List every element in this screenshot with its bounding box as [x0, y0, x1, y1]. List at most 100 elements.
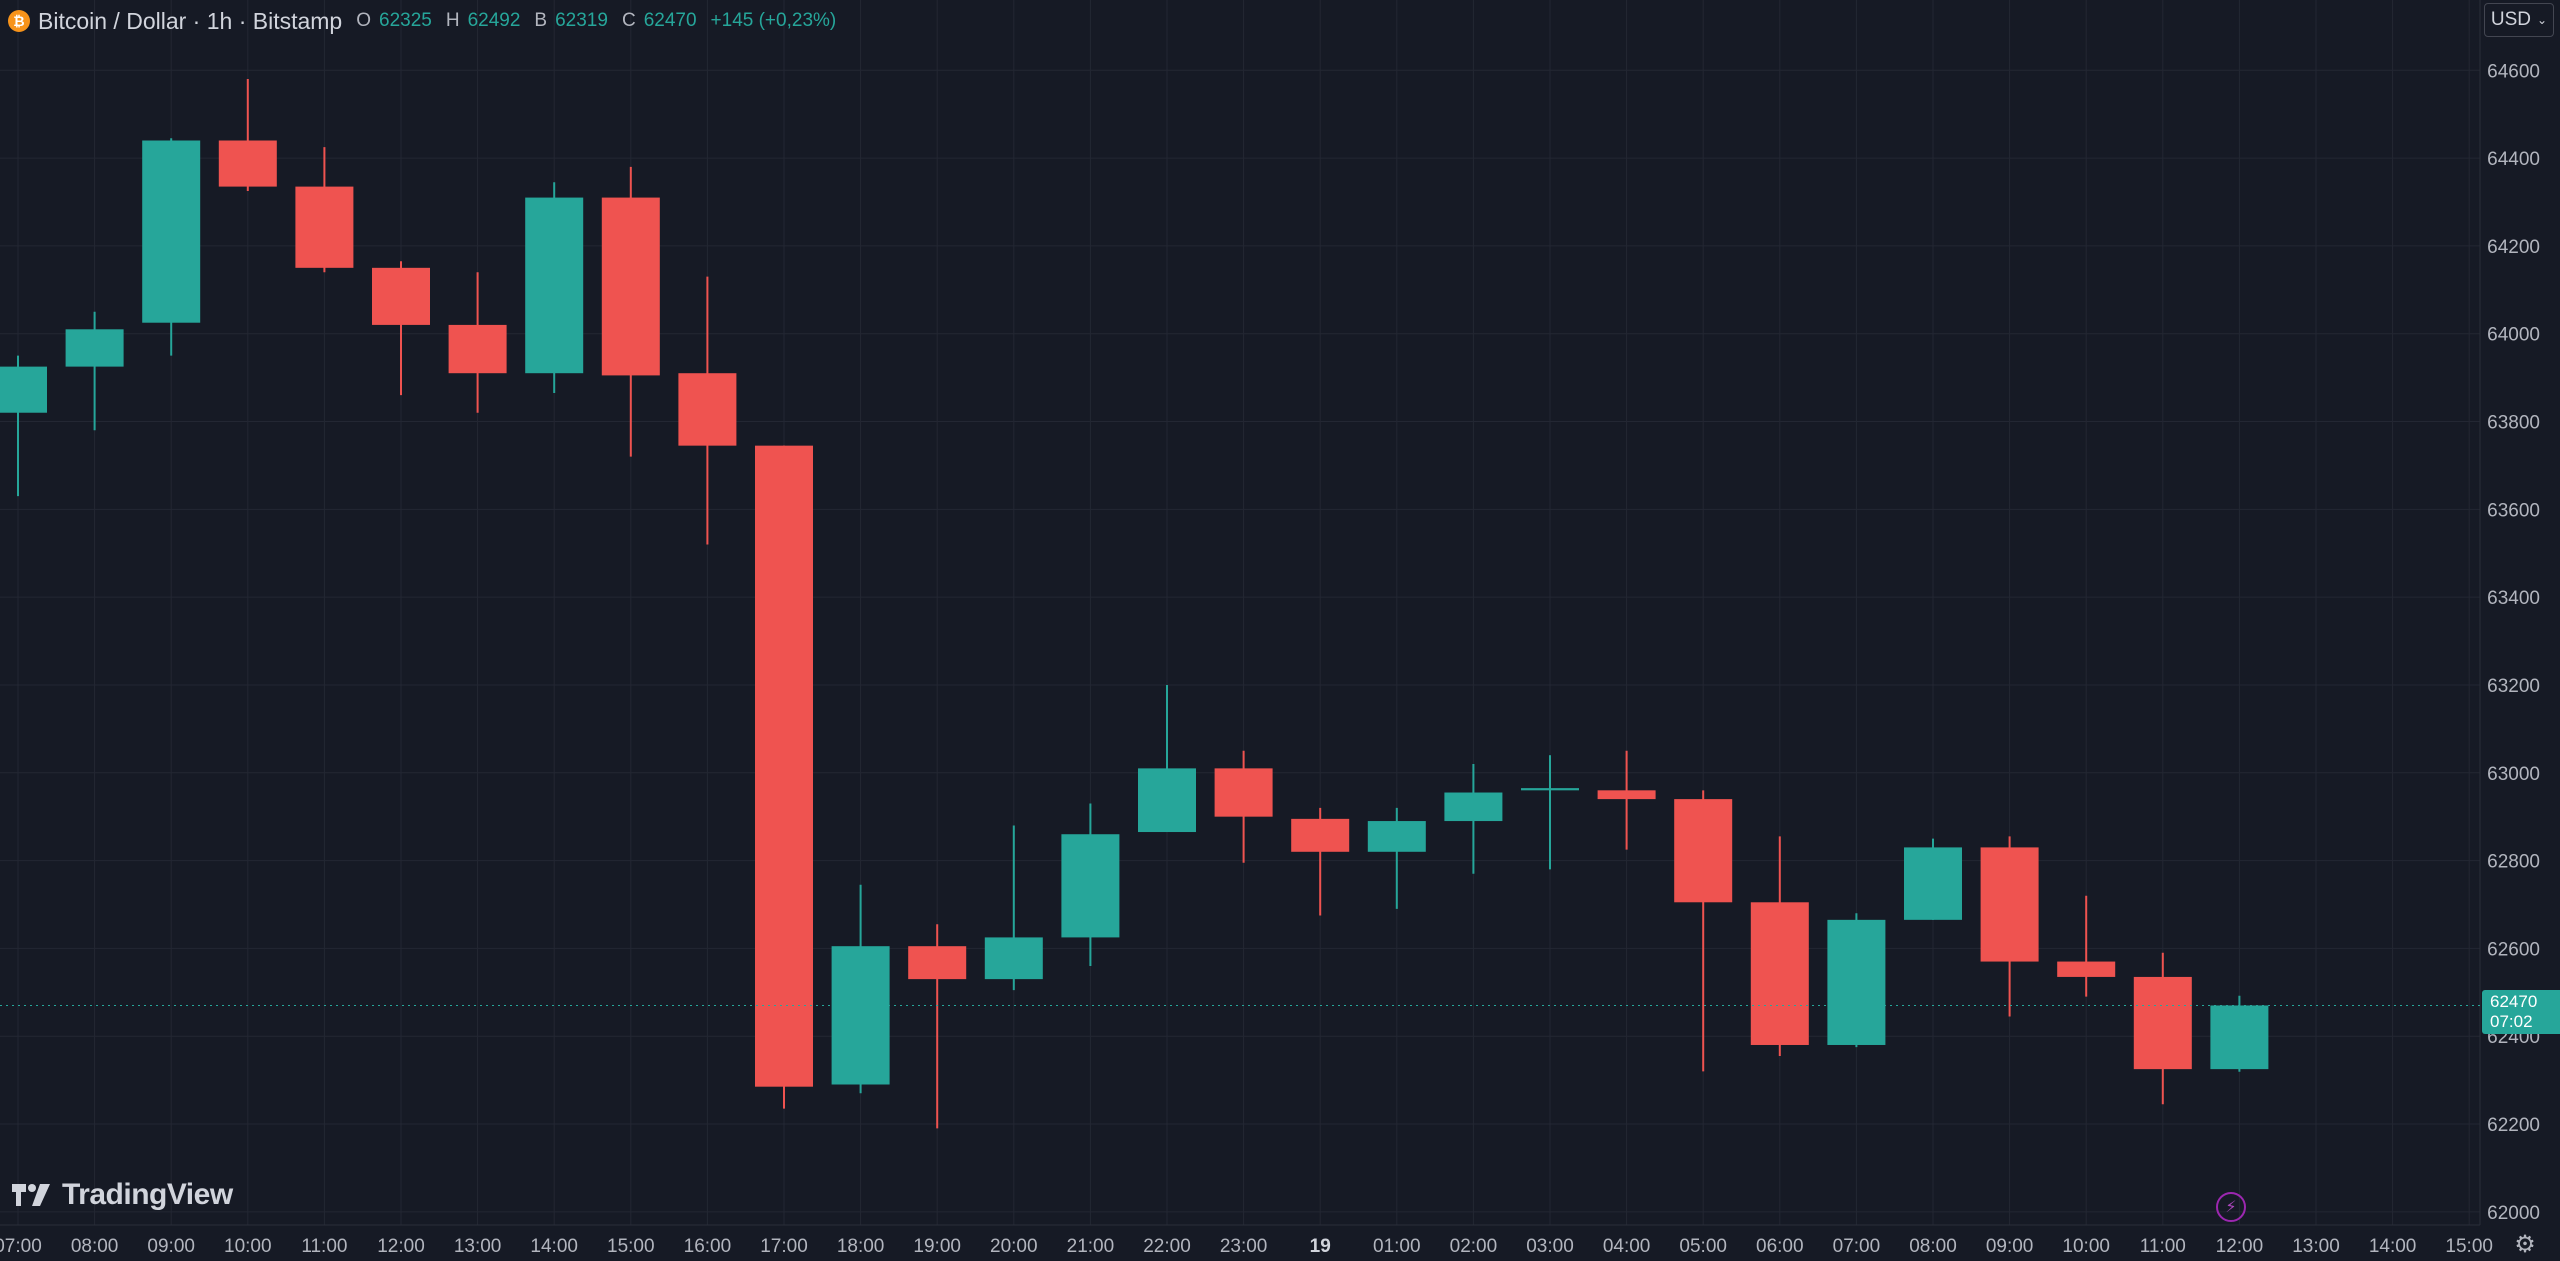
price-tick-label: 63800 [2487, 413, 2540, 434]
last-price-tag: 62470 07:02 [2482, 990, 2560, 1034]
low-label: B [534, 10, 548, 31]
bar-countdown: 07:02 [2490, 1012, 2533, 1031]
time-tick-label: 12:00 [377, 1236, 425, 1257]
time-tick-label: 19 [1310, 1236, 1331, 1257]
price-tick-label: 64600 [2487, 61, 2540, 82]
candle[interactable] [1750, 836, 1809, 1056]
grid-lines [0, 0, 2480, 1225]
price-axis[interactable]: 64600 64400 64200 64000 63800 63600 63400 63200… [2487, 61, 2540, 1224]
time-tick-label: 22:00 [1143, 1236, 1191, 1257]
candle[interactable] [2133, 952, 2192, 1105]
candle[interactable] [831, 884, 890, 1094]
close-value: 62470 [643, 10, 697, 31]
time-tick-label: 08:00 [71, 1236, 119, 1257]
candle[interactable] [142, 138, 201, 356]
time-tick-label: 13:00 [454, 1236, 502, 1257]
time-tick-label: 06:00 [1756, 1236, 1804, 1257]
bitcoin-icon: ₿ [8, 10, 30, 32]
time-tick-label: 10:00 [224, 1236, 272, 1257]
candle[interactable] [295, 147, 354, 273]
candle-body [1904, 847, 1962, 920]
time-tick-label: 21:00 [1067, 1236, 1115, 1257]
tradingview-logo[interactable]: TradingView [10, 1176, 233, 1214]
candle-body [295, 186, 354, 268]
high-label: H [445, 10, 460, 31]
time-tick-label: 16:00 [684, 1236, 732, 1257]
candle-body [142, 140, 201, 323]
time-tick-label: 02:00 [1450, 1236, 1498, 1257]
time-tick-label: 17:00 [760, 1236, 808, 1257]
chevron-down-icon: ⌄ [2537, 13, 2548, 27]
time-tick-label: 07:00 [1833, 1236, 1881, 1257]
time-tick-label: 14:00 [530, 1236, 578, 1257]
last-price-value: 62470 [2490, 992, 2538, 1011]
candle[interactable] [1980, 836, 2039, 1017]
candle[interactable] [1291, 807, 1350, 916]
candle-body [372, 267, 430, 325]
candle[interactable] [0, 355, 47, 497]
time-tick-label: 11:00 [301, 1236, 347, 1257]
candle[interactable] [1597, 750, 1656, 850]
candle[interactable] [65, 311, 124, 431]
price-tick-label: 63600 [2487, 500, 2540, 521]
candle[interactable] [2057, 895, 2116, 997]
candle-body [218, 140, 277, 187]
time-tick-label: 07:00 [0, 1236, 42, 1257]
candle-body [1827, 919, 1886, 1045]
time-tick-label: 15:00 [2445, 1236, 2493, 1257]
price-tick-label: 62800 [2487, 852, 2540, 873]
candle[interactable] [601, 166, 660, 457]
time-tick-label: 01:00 [1373, 1236, 1421, 1257]
candle-body [1521, 788, 1579, 791]
open-value: 62325 [379, 10, 432, 31]
open-label: O [356, 10, 371, 31]
candle[interactable] [1674, 790, 1733, 1072]
candle[interactable] [525, 182, 584, 393]
candle[interactable] [448, 272, 507, 413]
time-tick-label: 14:00 [2369, 1236, 2417, 1257]
gear-icon[interactable]: ⚙ [2514, 1231, 2536, 1258]
candle[interactable] [372, 261, 430, 396]
candle[interactable] [1138, 684, 1196, 833]
candle[interactable] [908, 924, 967, 1129]
candle[interactable] [1827, 913, 1886, 1048]
symbol-title[interactable]: Bitcoin / Dollar · 1h · Bitstamp [38, 7, 343, 34]
time-axis[interactable]: 07:00 08:00 09:00 10:00 11:00 12:00 13:00 14:00… [0, 1236, 2493, 1257]
candle-body [1750, 902, 1809, 1045]
time-tick-label: 11:00 [2140, 1236, 2186, 1257]
logo-text: TradingView [62, 1178, 233, 1211]
candle[interactable] [678, 276, 737, 545]
price-tick-label: 62600 [2487, 939, 2540, 960]
currency-selector[interactable]: USD ⌄ [2484, 3, 2554, 37]
candle[interactable] [1061, 803, 1120, 966]
lightning-icon[interactable]: ⚡ [2216, 1192, 2246, 1222]
candle-body [755, 445, 813, 1087]
time-tick-label: 04:00 [1603, 1236, 1651, 1257]
time-tick-label: 15:00 [607, 1236, 655, 1257]
time-tick-label: 20:00 [990, 1236, 1038, 1257]
candle[interactable] [984, 825, 1043, 991]
candle[interactable] [1444, 763, 1503, 874]
candle[interactable] [2210, 995, 2269, 1072]
price-tick-label: 64000 [2487, 325, 2540, 346]
time-tick-label: 09:00 [1986, 1236, 2034, 1257]
candle[interactable] [1904, 838, 1962, 920]
candle[interactable] [1214, 750, 1273, 863]
candle-body [1674, 799, 1733, 903]
time-tick-label: 09:00 [147, 1236, 195, 1257]
candle[interactable] [218, 79, 277, 191]
candle-body [831, 946, 890, 1085]
candle[interactable] [1367, 807, 1426, 909]
candle-body [1367, 821, 1426, 852]
candles [0, 79, 2269, 1129]
candle-body [525, 197, 584, 374]
change-value: +145 (+0,23%) [710, 10, 837, 31]
candle[interactable] [1521, 755, 1579, 870]
candle[interactable] [755, 445, 813, 1109]
time-tick-label: 08:00 [1909, 1236, 1957, 1257]
candle-body [1061, 834, 1120, 938]
currency-label: USD [2490, 9, 2532, 30]
tradingview-logo-icon [12, 1184, 50, 1206]
candle-body [2210, 1005, 2269, 1070]
